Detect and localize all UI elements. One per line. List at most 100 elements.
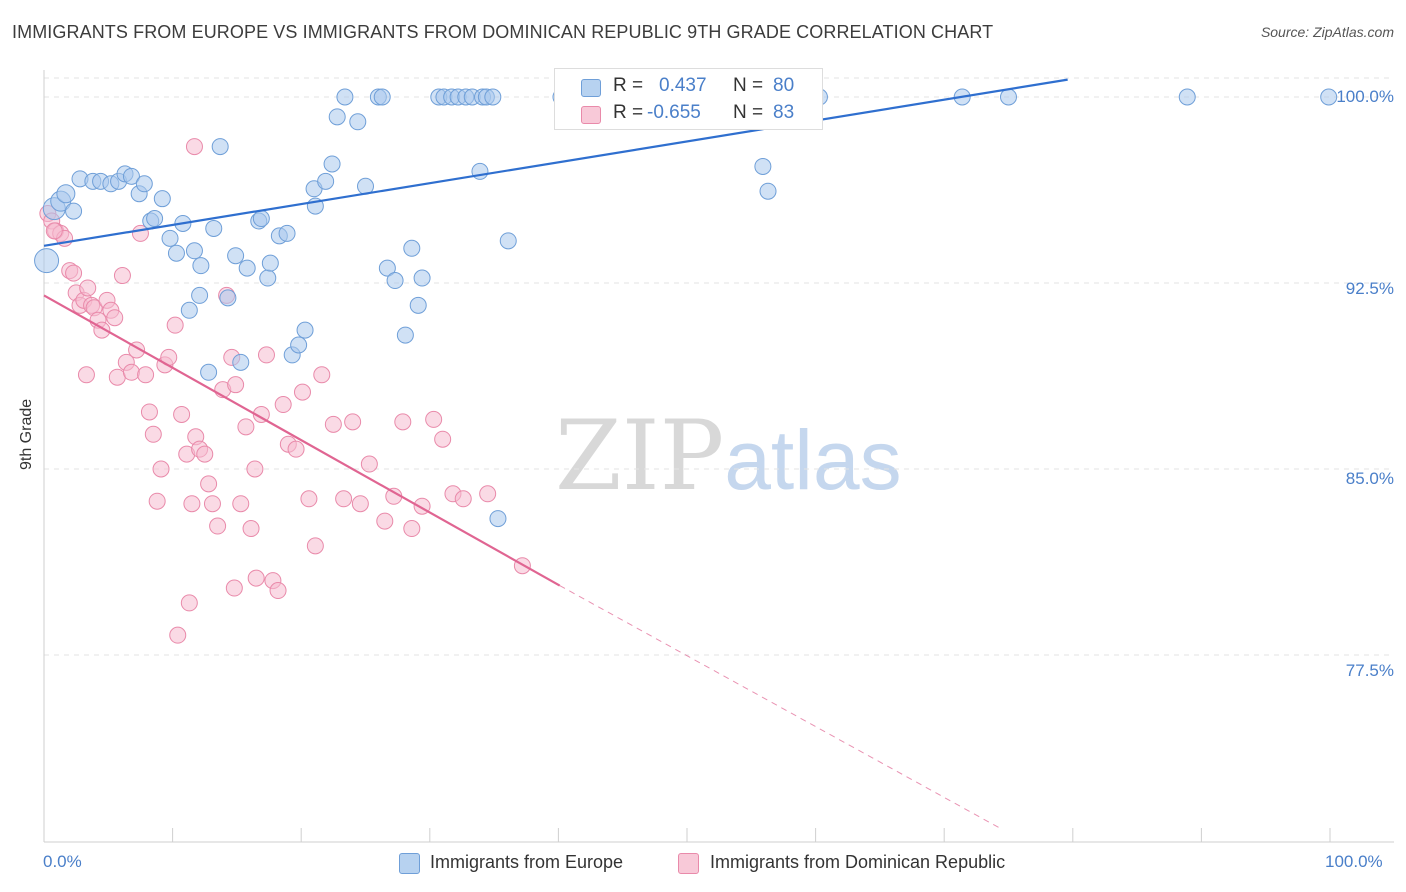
europe-point [378, 259, 396, 277]
europe-point [317, 172, 335, 190]
dominican-point [394, 413, 412, 431]
dominican-point [300, 490, 318, 508]
europe-point [1320, 88, 1338, 106]
dominican-point [180, 594, 198, 612]
legend-r-label: R = [613, 75, 644, 96]
trend-lines [43, 78, 1068, 830]
watermark-atlas: atlas [724, 413, 902, 507]
dominican-point [196, 445, 214, 463]
dominican-point [227, 376, 245, 394]
dominican-point [232, 495, 250, 513]
dominican-point [65, 264, 83, 282]
dominican-point [425, 410, 443, 428]
europe-point [259, 269, 277, 287]
europe-point [227, 247, 245, 265]
europe-point [211, 138, 229, 156]
dominican-point [113, 267, 131, 285]
europe-point [499, 232, 517, 250]
x-tick-label-max: 100.0% [1325, 852, 1383, 871]
dominican-point [274, 396, 292, 414]
bottom-legend-swatch-dominican [678, 853, 699, 874]
europe-point [146, 210, 164, 228]
dominican-point [106, 309, 124, 327]
dominican-point [360, 455, 378, 473]
source-label: Source: ZipAtlas.com [1260, 24, 1394, 40]
europe-point [167, 244, 185, 262]
europe-point [484, 88, 502, 106]
europe-point [386, 272, 404, 290]
legend-swatch-dominican [581, 106, 601, 124]
watermark-zip: ZIP [555, 400, 725, 512]
legend-n-value: 80 [773, 75, 795, 96]
dominican-point [122, 363, 140, 381]
europe-point [161, 229, 179, 247]
watermark: ZIPatlas [555, 400, 902, 512]
dominican-point [183, 495, 201, 513]
dominican-point [169, 626, 187, 644]
europe-point [232, 353, 250, 371]
europe-point [180, 301, 198, 319]
europe-point [296, 321, 314, 339]
dominican-point [376, 512, 394, 530]
x-tick-label-min: 0.0% [43, 852, 82, 871]
legend-row-europe: R = 0.437 N = 80 [555, 74, 822, 100]
europe-point [205, 219, 223, 237]
y-tick-label: 77.5% [1345, 661, 1394, 680]
dominican-point [144, 425, 162, 443]
dominican-point [324, 415, 342, 433]
dominican-point [152, 460, 170, 478]
europe-point [759, 182, 777, 200]
europe-point [219, 289, 237, 307]
legend-r-value: 0.437 [659, 75, 707, 96]
dominican-point [293, 383, 311, 401]
dominican-point [454, 490, 472, 508]
dominican-point [45, 222, 63, 240]
europe-point [135, 175, 153, 193]
dominican-point [287, 440, 305, 458]
y-tick-label: 85.0% [1345, 469, 1394, 488]
legend-r-value: -0.655 [647, 102, 701, 123]
y-tick-label: 92.5% [1345, 279, 1394, 298]
dominican-point [269, 582, 287, 600]
dominican-point [247, 569, 265, 587]
y-tick-label: 100.0% [1336, 87, 1394, 106]
dominican-point [434, 430, 452, 448]
europe-point [336, 88, 354, 106]
europe-point [1000, 88, 1017, 106]
dominican-point [246, 460, 264, 478]
europe-point [413, 269, 431, 287]
legend-n-label: N = [733, 102, 764, 123]
europe-point [328, 108, 346, 126]
europe-point [349, 113, 367, 131]
europe-point [261, 254, 279, 272]
bottom-legend-europe: Immigrants from Europe [430, 852, 624, 872]
dominican-point [237, 418, 255, 436]
bottom-legend-swatch-europe [399, 853, 420, 874]
europe-point [323, 155, 341, 173]
europe-point [373, 88, 391, 106]
bottom-legend-dominican: Immigrants from Dominican Republic [710, 852, 1006, 872]
dominican-point [403, 520, 421, 538]
europe-point [754, 157, 772, 175]
chart-title: IMMIGRANTS FROM EUROPE VS IMMIGRANTS FRO… [12, 22, 994, 42]
correlation-legend: R = 0.437 N = 80 R = -0.655 N = 83 [554, 68, 823, 130]
dominican-point [166, 316, 184, 334]
dominican-point [185, 138, 203, 156]
europe-point [278, 224, 296, 242]
europe-point [1178, 88, 1196, 106]
dominican-point [335, 490, 353, 508]
europe-point [65, 202, 83, 220]
europe-point [403, 239, 421, 257]
legend-swatch-europe [581, 79, 601, 97]
legend-row-dominican: R = -0.655 N = 83 [555, 101, 822, 127]
dominican-point [257, 346, 275, 364]
dominican-point [479, 485, 497, 503]
europe-point [122, 167, 140, 185]
europe-point [290, 336, 308, 354]
dominican-point [313, 366, 331, 384]
dominican-point [137, 366, 155, 384]
europe-point [252, 210, 270, 228]
europe-point [56, 184, 76, 204]
europe-point [153, 190, 171, 208]
